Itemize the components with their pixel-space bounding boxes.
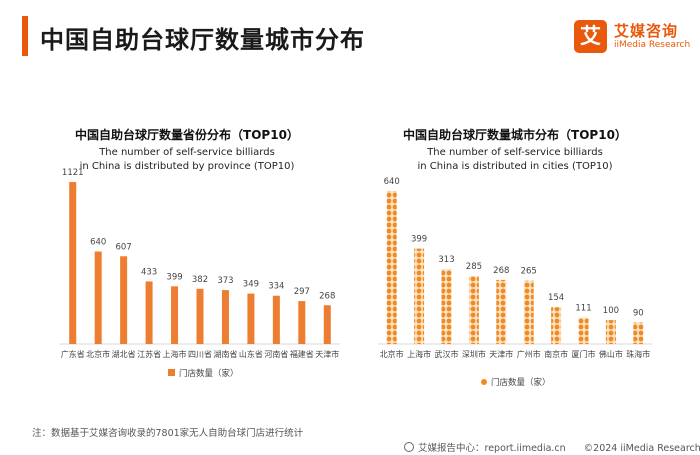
title-accent-bar [22, 16, 28, 56]
province-bar-chart: 1121 广东省 640 北京市 607 湖北省 433 江苏省 399 上海市 382 四川省 373… [60, 168, 340, 379]
category-tick-label: 上海市 [163, 349, 187, 359]
data-label: 100 [603, 306, 619, 316]
category-tick-label: 珠海市 [626, 349, 650, 359]
bar [69, 182, 77, 344]
report-center-icon [404, 442, 414, 452]
bar [247, 293, 255, 344]
data-label: 607 [116, 242, 132, 252]
data-label: 297 [294, 287, 310, 297]
data-label: 399 [411, 235, 427, 245]
category-tick-label: 上海市 [407, 349, 431, 359]
brand-logo: 艾 艾媒咨询 iiMedia Research [574, 20, 692, 54]
data-label: 382 [192, 275, 208, 285]
category-tick-label: 四川省 [188, 349, 212, 359]
category-tick-label: 广东省 [61, 349, 85, 359]
data-label: 268 [493, 266, 509, 276]
footer: 艾媒报告中心：report.iimedia.cn ©2024 iiMedia Re… [404, 440, 700, 454]
bar [386, 191, 397, 344]
category-tick-label: 南京市 [544, 349, 568, 359]
province-chart-subtitle-1: The number of self-service billiards [99, 147, 275, 158]
category-tick-label: 佛山市 [599, 349, 623, 359]
bar [171, 286, 179, 344]
legend-label: 门店数量（家） [491, 377, 551, 388]
footer-copyright: ©2024 iiMedia Research Inc [583, 443, 700, 454]
category-tick-label: 江苏省 [137, 349, 161, 359]
data-label: 111 [575, 303, 591, 313]
data-label: 268 [319, 291, 335, 301]
bar [120, 256, 128, 344]
data-label: 399 [166, 272, 182, 282]
data-label: 349 [243, 280, 259, 290]
data-label: 313 [438, 255, 454, 265]
city-bar-chart: 640 北京市 399 上海市 313 武汉市 285 深圳市 268 天津市 265 广州市 154 南… [378, 177, 652, 388]
bar [551, 307, 562, 344]
category-tick-label: 厦门市 [572, 349, 596, 359]
legend-swatch [168, 369, 175, 376]
bar [94, 251, 102, 344]
province-chart-subtitle-2: in China is distributed by province (TOP… [79, 161, 295, 172]
category-tick-label: 天津市 [489, 349, 513, 359]
category-tick-label: 湖南省 [213, 349, 237, 359]
category-tick-label: 武汉市 [435, 349, 459, 359]
category-tick-label: 湖北省 [112, 349, 136, 359]
data-label: 334 [268, 282, 284, 292]
data-label: 265 [521, 267, 537, 277]
footer-source: 艾媒报告中心：report.iimedia.cn [418, 443, 566, 454]
bar [145, 281, 153, 344]
data-label: 1121 [62, 168, 84, 178]
bar [605, 320, 616, 344]
bar [496, 279, 507, 344]
category-tick-label: 深圳市 [462, 349, 486, 359]
legend-swatch [481, 379, 487, 385]
category-tick-label: 广州市 [517, 349, 541, 359]
category-tick-label: 福建省 [290, 349, 314, 359]
bar [298, 301, 306, 344]
bar [468, 275, 479, 344]
logo-mark-icon: 艾 [574, 20, 607, 53]
bar [221, 290, 229, 344]
province-chart-title: 中国自助台球厅数量省份分布（TOP10） [75, 128, 299, 142]
data-note: 注：数据基于艾媒咨询收录的7801家无人自助台球门店进行统计 [32, 428, 304, 439]
data-label: 640 [90, 238, 106, 248]
data-label: 285 [466, 262, 482, 272]
category-tick-label: 北京市 [86, 349, 110, 359]
bar [441, 269, 452, 344]
city-chart-subtitle-2: in China is distributed in cities (TOP10… [417, 161, 613, 172]
bar [523, 280, 534, 344]
page-title: 中国自助台球厅数量城市分布 [40, 26, 365, 54]
bar [323, 305, 331, 344]
bar [196, 288, 204, 344]
category-tick-label: 河南省 [264, 349, 288, 359]
data-label: 154 [548, 293, 564, 303]
city-chart-title: 中国自助台球厅数量城市分布（TOP10） [403, 128, 627, 142]
bar [633, 322, 644, 344]
city-chart-subtitle-1: The number of self-service billiards [427, 147, 603, 158]
data-label: 433 [141, 267, 157, 277]
bar [414, 248, 425, 344]
bar [578, 317, 589, 344]
data-label: 640 [384, 177, 400, 187]
bar [272, 295, 280, 344]
category-tick-label: 天津市 [315, 349, 339, 359]
legend-label: 门店数量（家） [179, 368, 239, 379]
logo-name-cn: 艾媒咨询 [614, 22, 679, 40]
data-label: 373 [217, 276, 233, 286]
data-label: 90 [633, 308, 644, 318]
category-tick-label: 山东省 [239, 349, 263, 359]
logo-name-en: iiMedia Research [614, 40, 691, 50]
category-tick-label: 北京市 [380, 349, 404, 359]
